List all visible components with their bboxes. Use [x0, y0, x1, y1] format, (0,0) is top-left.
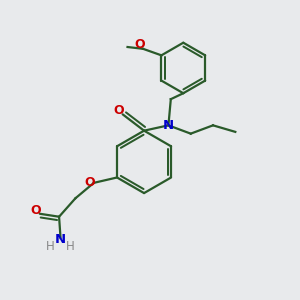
- Text: H: H: [46, 240, 55, 253]
- Text: O: O: [134, 38, 145, 51]
- Text: O: O: [114, 104, 124, 117]
- Text: O: O: [85, 176, 95, 189]
- Text: H: H: [66, 240, 74, 253]
- Text: O: O: [30, 204, 41, 217]
- Text: N: N: [163, 119, 174, 132]
- Text: N: N: [55, 233, 66, 246]
